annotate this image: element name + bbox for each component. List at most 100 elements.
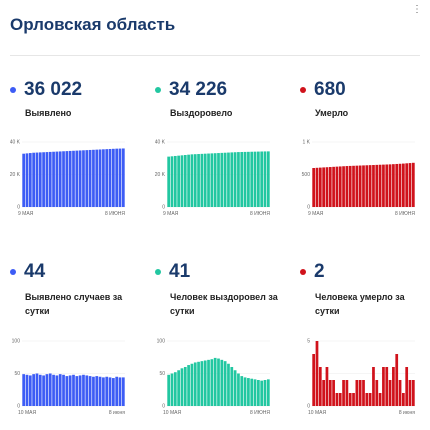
bar [32, 374, 35, 406]
bar [121, 148, 125, 207]
bar [237, 152, 240, 207]
bar [328, 167, 332, 207]
bar-chart: 100 50 010 МАЯ 8 июня [12, 339, 126, 417]
y-tick-label: 20 K [10, 172, 21, 178]
bar [220, 359, 224, 406]
bar [108, 148, 112, 207]
bar [203, 360, 207, 406]
bar [385, 164, 389, 207]
bar [38, 374, 42, 406]
bar [190, 363, 194, 406]
bar [368, 165, 372, 207]
bar [338, 393, 342, 406]
bar [55, 375, 59, 406]
bar [233, 370, 237, 406]
bar [58, 151, 62, 207]
bar [223, 361, 227, 406]
bar [75, 376, 79, 406]
bar [22, 374, 26, 406]
stat-card-3: 680 Умерло 1 K 500 0 9 МАЯ 8 ИЮНЯ [300, 78, 430, 228]
bar [25, 153, 29, 207]
bar [197, 154, 200, 207]
bar [28, 153, 32, 207]
bar [408, 380, 412, 406]
bar [375, 380, 379, 406]
bar [167, 374, 171, 406]
bar [253, 151, 257, 207]
bar [82, 374, 85, 406]
share-icon[interactable]: ⋮ [412, 4, 422, 15]
bar [200, 361, 204, 406]
x-tick-label-end: 8 ИЮНЯ [105, 211, 125, 217]
bar [170, 373, 174, 406]
bar [48, 151, 52, 207]
series-dot-icon [10, 269, 16, 275]
stat-value-row: 44 [10, 260, 45, 284]
bar [42, 152, 45, 207]
bar [315, 341, 319, 406]
y-tick-label: 1 K [302, 140, 310, 146]
bar [115, 148, 119, 207]
bar [260, 151, 264, 207]
bar [227, 152, 230, 207]
y-tick-label: 5 [307, 339, 310, 345]
divider [10, 55, 420, 56]
x-tick-label-end: 8 ИЮНЯ [395, 211, 415, 217]
bar [25, 374, 29, 406]
stat-value: 41 [169, 261, 191, 282]
bar [227, 363, 230, 406]
bar [355, 165, 359, 207]
bar [95, 376, 99, 406]
bar [260, 380, 264, 406]
bar [72, 150, 75, 207]
stat-label: Человек выздоровел за сутки [170, 292, 278, 316]
bar [45, 374, 49, 406]
bar [405, 367, 409, 406]
bar [335, 166, 339, 207]
bar [183, 155, 187, 207]
x-tick-label-end: 8 ИЮНЯ [250, 410, 270, 416]
stat-value: 680 [314, 79, 346, 100]
bar [220, 152, 224, 207]
x-tick-label-end: 8 ИЮНЯ [250, 211, 270, 217]
stat-card-6: 2 Человека умерло за сутки 5 0 10 МАЯ 8 июня [300, 260, 430, 416]
bar [263, 151, 267, 207]
bar [173, 372, 177, 406]
bar-chart: 40 K 20 K 09 МАЯ 8 ИЮНЯ [155, 140, 270, 218]
bar [177, 370, 180, 406]
bar [88, 376, 92, 406]
bar [115, 376, 119, 406]
stat-card-4: 44 Выявлено случаев за сутки 100 50 0 10 МАЯ 8… [10, 260, 145, 416]
bar [388, 380, 392, 406]
bar [58, 374, 62, 406]
bar [392, 164, 395, 207]
bar [98, 376, 102, 406]
bar [342, 166, 345, 207]
bar [118, 148, 122, 207]
stat-value-row: 36 022 [10, 78, 82, 102]
bar [68, 375, 72, 406]
bar [257, 151, 260, 207]
bar [322, 380, 325, 406]
bar [402, 393, 405, 406]
bar [247, 378, 250, 406]
bar [402, 163, 405, 207]
y-tick-label: 0 [307, 404, 310, 410]
y-tick-label: 40 K [10, 140, 21, 146]
region-title: Орловская область [10, 15, 176, 34]
bar [207, 359, 210, 406]
bar [362, 165, 365, 207]
bar [65, 151, 69, 207]
bar [65, 376, 69, 406]
bar [345, 380, 349, 406]
bar-chart: 100 50 010 МАЯ 8 ИЮНЯ [157, 339, 271, 417]
bar [233, 152, 237, 207]
bar [193, 362, 197, 406]
x-tick-label-end: 8 июня [399, 410, 415, 416]
bar [332, 166, 335, 207]
bar [35, 373, 39, 406]
bar [197, 361, 200, 406]
bar [408, 163, 412, 207]
stat-value-row: 34 226 [155, 78, 227, 102]
